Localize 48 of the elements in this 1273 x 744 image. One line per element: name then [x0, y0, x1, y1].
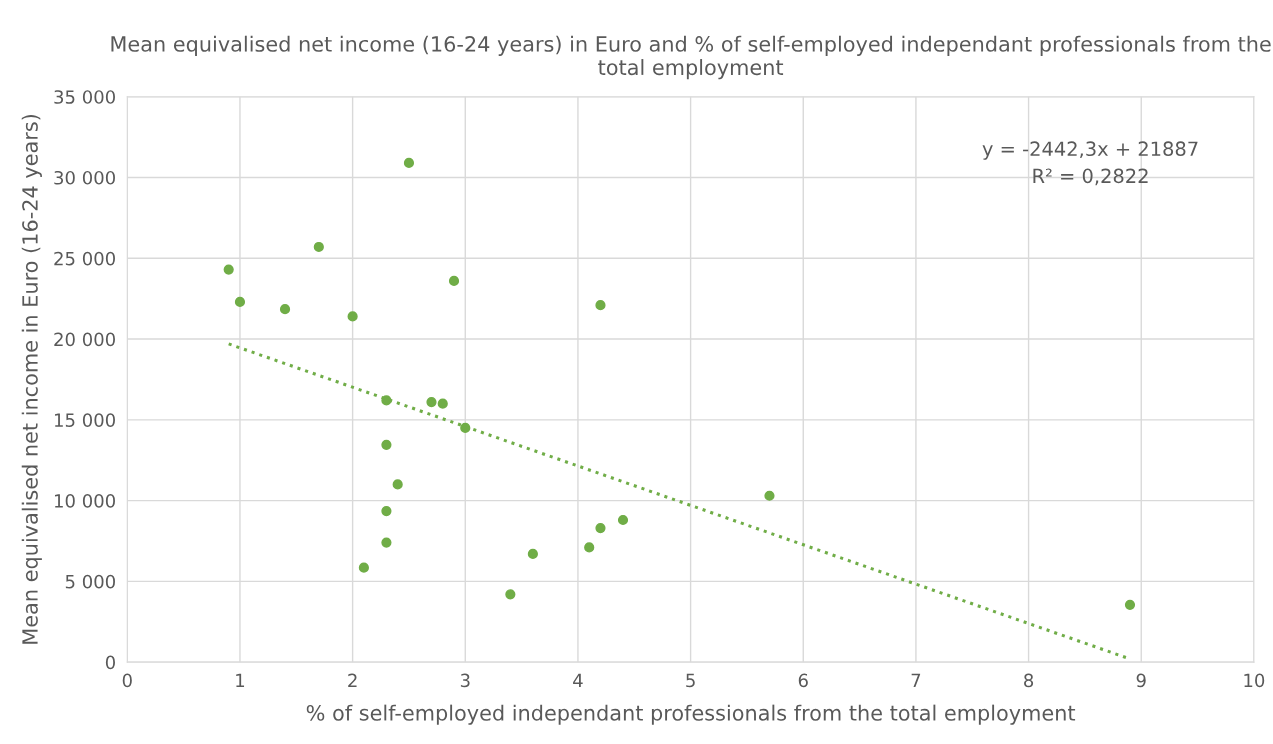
x-tick-label: 6 — [798, 673, 808, 688]
y-tick-label: 15 000 — [54, 413, 115, 427]
point — [381, 439, 392, 450]
point — [313, 241, 324, 253]
point — [381, 395, 392, 406]
point — [764, 490, 775, 501]
x-tick-label: 2 — [348, 673, 357, 687]
y-tick-label: 20 000 — [54, 332, 115, 347]
annotation: y = -2442,3x + 21887 — [982, 141, 1198, 160]
point — [392, 479, 403, 490]
y-axis-title: Mean equivalised net income in Euro (16-24 years) — [21, 114, 42, 644]
point — [381, 537, 392, 548]
point — [595, 300, 606, 311]
point — [279, 304, 291, 315]
y-tick-label: 35 000 — [54, 90, 115, 104]
x-axis-title: % of self-employed independant professionals from the total employment — [306, 704, 1076, 725]
x-tick-label: 10 — [1244, 673, 1265, 688]
x-tick-label: 9 — [1136, 673, 1146, 688]
point — [347, 311, 358, 322]
point — [505, 589, 516, 600]
x-tick-label: 7 — [911, 673, 921, 687]
x-tick-label: 3 — [460, 673, 470, 688]
x-tick-label: 1 — [236, 673, 245, 687]
point — [595, 522, 606, 534]
point — [617, 514, 629, 526]
point — [437, 398, 448, 409]
annotation: R² = 0,2822 — [1033, 168, 1148, 186]
point — [403, 157, 415, 169]
x-tick-label: 8 — [1024, 673, 1034, 688]
x-tick-label: 4 — [573, 673, 583, 687]
point — [234, 296, 246, 307]
y-tick-label: 0 — [105, 655, 115, 670]
point — [358, 562, 369, 573]
y-tick-label: 25 000 — [54, 251, 115, 266]
y-tick-label: 30 000 — [54, 170, 115, 185]
chart-title: Mean equivalised net income (16-24 years) in Euro and % of self-employed independant professionals from the total employment — [111, 35, 1271, 80]
point — [381, 506, 392, 517]
point — [448, 275, 460, 286]
x-tick-label: 5 — [686, 673, 695, 688]
point — [460, 422, 471, 433]
y-tick-label: 10 000 — [54, 494, 115, 508]
point — [1124, 599, 1136, 610]
point — [527, 548, 538, 560]
point — [584, 542, 595, 553]
point — [223, 264, 234, 275]
y-tick-label: 5 000 — [65, 574, 115, 589]
x-tick-label: 0 — [122, 673, 132, 688]
point — [426, 396, 437, 408]
